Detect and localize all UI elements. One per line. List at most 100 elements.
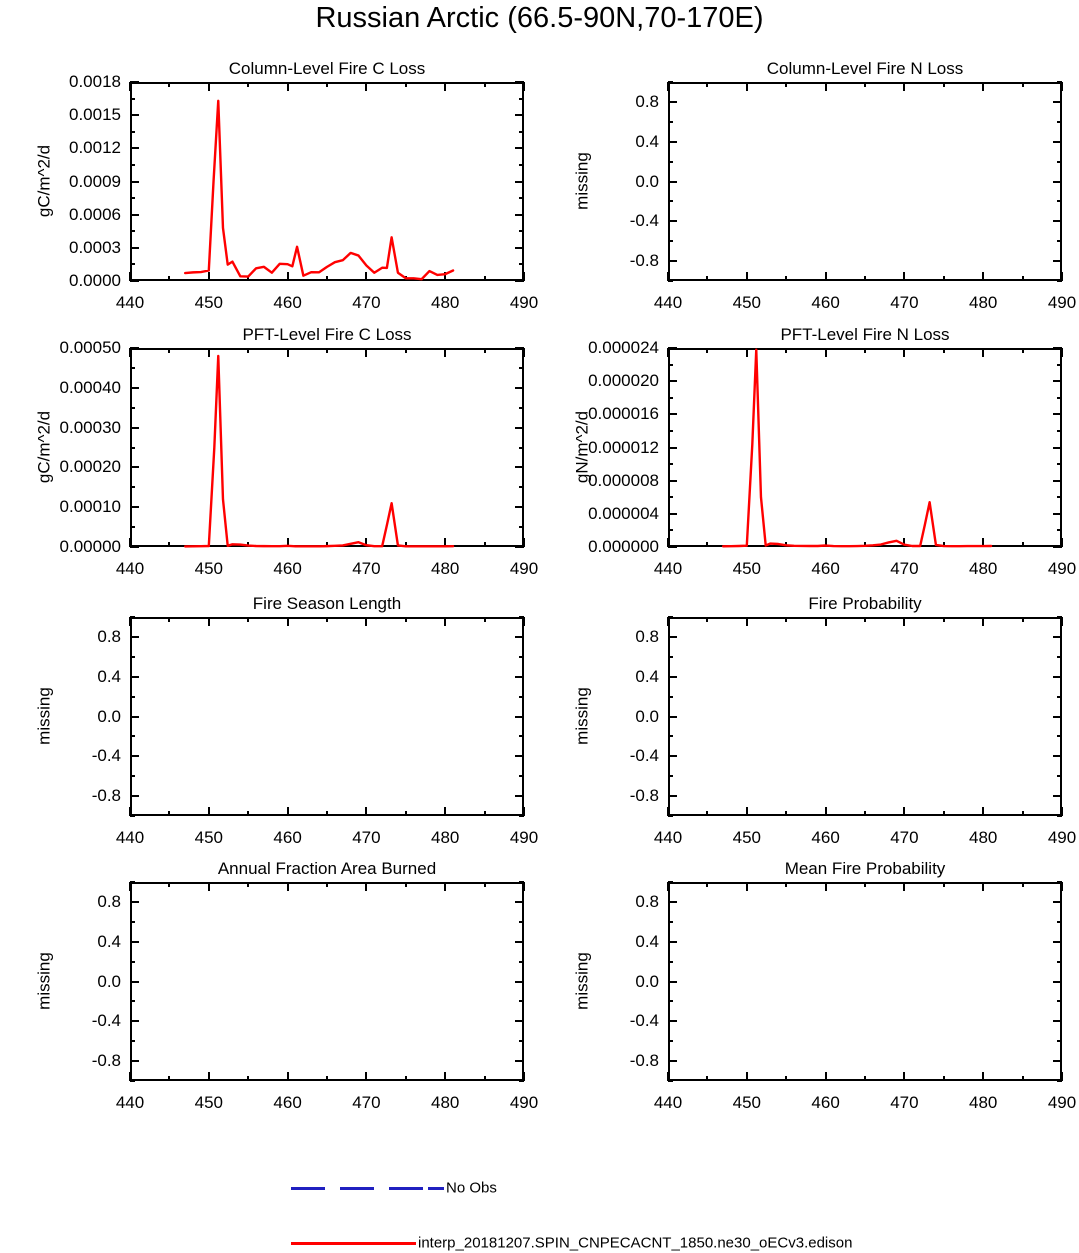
x-tick-label-mean-fire-probability: 490 — [1047, 1093, 1077, 1112]
x-tick-column-level-fire-n-loss — [706, 82, 709, 87]
x-tick-pft-level-fire-c-loss — [168, 348, 171, 353]
y-tick-column-level-fire-c-loss — [519, 130, 524, 133]
y-tick-label-column-level-fire-n-loss: 0.8 — [635, 91, 659, 111]
y-tick-column-level-fire-c-loss — [130, 280, 139, 282]
x-tick-column-level-fire-c-loss — [207, 272, 210, 281]
y-tick-label-column-level-fire-c-loss: 0.0000 — [69, 271, 121, 290]
x-tick-label-fire-probability: 490 — [1047, 828, 1077, 847]
x-tick-label-pft-level-fire-c-loss: 490 — [509, 559, 539, 578]
y-tick-label-annual-fraction-area-burned: -0.8 — [91, 1051, 121, 1071]
y-tick-fire-season-length — [130, 616, 135, 619]
x-tick-column-level-fire-n-loss — [1021, 82, 1024, 87]
x-tick-annual-fraction-area-burned — [129, 1072, 131, 1081]
y-tick-column-level-fire-c-loss — [519, 97, 524, 100]
y-tick-column-level-fire-n-loss — [1053, 220, 1062, 223]
x-tick-fire-probability — [667, 807, 669, 816]
x-tick-fire-probability — [1061, 617, 1063, 626]
x-tick-pft-level-fire-n-loss — [667, 538, 669, 547]
x-tick-column-level-fire-n-loss — [982, 272, 985, 281]
y-tick-mean-fire-probability — [1057, 1080, 1062, 1082]
y-tick-annual-fraction-area-burned — [130, 920, 135, 923]
y-tick-label-fire-probability: 0.8 — [635, 626, 659, 646]
panel-title-column-level-fire-n-loss: Column-Level Fire N Loss — [766, 59, 964, 78]
x-tick-annual-fraction-area-burned — [444, 882, 447, 891]
y-tick-pft-level-fire-c-loss — [130, 426, 139, 429]
y-tick-label-column-level-fire-c-loss: 0.0003 — [69, 237, 121, 257]
y-tick-label-fire-season-length: 0.0 — [97, 706, 121, 726]
y-tick-column-level-fire-c-loss — [130, 81, 139, 84]
y-tick-fire-probability — [668, 675, 677, 678]
y-tick-pft-level-fire-c-loss — [130, 446, 135, 449]
x-tick-pft-level-fire-n-loss — [706, 542, 709, 547]
y-tick-mean-fire-probability — [1057, 920, 1062, 923]
y-tick-label-mean-fire-probability: -0.8 — [629, 1051, 659, 1071]
y-tick-mean-fire-probability — [668, 960, 673, 963]
y-tick-mean-fire-probability — [668, 881, 673, 884]
y-tick-mean-fire-probability — [668, 900, 677, 903]
x-tick-pft-level-fire-c-loss — [444, 348, 447, 357]
y-tick-mean-fire-probability — [668, 940, 677, 943]
x-tick-column-level-fire-n-loss — [942, 82, 945, 87]
x-tick-fire-probability — [785, 811, 788, 816]
x-tick-pft-level-fire-n-loss — [982, 348, 985, 357]
x-tick-pft-level-fire-c-loss — [483, 348, 486, 353]
y-tick-fire-probability — [1057, 775, 1062, 778]
y-tick-pft-level-fire-n-loss — [668, 446, 677, 449]
plot-frame-fire-probability — [668, 617, 1062, 816]
y-tick-label-column-level-fire-c-loss: 0.0006 — [69, 204, 121, 224]
x-tick-pft-level-fire-c-loss — [286, 348, 289, 357]
x-tick-pft-level-fire-c-loss — [365, 538, 368, 547]
x-tick-column-level-fire-c-loss — [404, 82, 407, 87]
x-tick-pft-level-fire-c-loss — [444, 538, 447, 547]
y-tick-label-pft-level-fire-n-loss: 0.000012 — [588, 437, 659, 457]
x-tick-pft-level-fire-n-loss — [982, 538, 985, 547]
y-tick-label-pft-level-fire-c-loss: 0.00020 — [59, 457, 121, 477]
y-tick-annual-fraction-area-burned — [130, 980, 139, 983]
x-tick-column-level-fire-n-loss — [1021, 276, 1024, 281]
x-tick-column-level-fire-n-loss — [982, 82, 985, 91]
x-tick-fire-probability — [1021, 811, 1024, 816]
x-tick-label-mean-fire-probability: 460 — [811, 1093, 840, 1112]
x-tick-label-pft-level-fire-c-loss: 450 — [194, 559, 223, 578]
series-line-column-level-fire-c-loss — [183, 99, 455, 281]
y-tick-column-level-fire-n-loss — [1053, 180, 1062, 183]
y-tick-column-level-fire-c-loss — [515, 114, 524, 117]
y-tick-column-level-fire-n-loss — [1057, 160, 1062, 163]
x-tick-column-level-fire-n-loss — [942, 276, 945, 281]
y-tick-fire-season-length — [130, 715, 139, 718]
panel-pft-level-fire-c-loss: PFT-Level Fire C Loss 0.00000 0.00010 0.000… — [34, 325, 538, 578]
x-tick-fire-season-length — [286, 617, 289, 626]
y-tick-fire-season-length — [130, 695, 135, 698]
x-tick-mean-fire-probability — [903, 1072, 906, 1081]
y-tick-column-level-fire-n-loss — [668, 220, 677, 223]
x-tick-pft-level-fire-c-loss — [247, 348, 250, 353]
x-tick-pft-level-fire-c-loss — [286, 538, 289, 547]
y-tick-fire-season-length — [515, 795, 524, 798]
x-tick-column-level-fire-n-loss — [785, 82, 788, 87]
x-tick-label-pft-level-fire-c-loss: 460 — [273, 559, 302, 578]
plot-frame-column-level-fire-n-loss — [668, 82, 1062, 281]
x-tick-column-level-fire-c-loss — [326, 276, 328, 281]
y-tick-pft-level-fire-n-loss — [668, 479, 677, 482]
y-tick-fire-season-length — [515, 675, 524, 678]
x-tick-label-fire-season-length: 460 — [273, 828, 302, 847]
y-tick-label-pft-level-fire-n-loss: 0.000004 — [588, 503, 659, 523]
y-tick-label-mean-fire-probability: 0.8 — [635, 891, 659, 911]
x-tick-column-level-fire-c-loss — [365, 272, 368, 281]
x-tick-label-fire-season-length: 470 — [352, 828, 381, 847]
x-tick-label-annual-fraction-area-burned: 450 — [194, 1093, 223, 1112]
x-tick-annual-fraction-area-burned — [129, 882, 131, 891]
x-tick-pft-level-fire-n-loss — [667, 348, 669, 357]
x-tick-label-fire-season-length: 490 — [509, 828, 539, 847]
x-tick-fire-probability — [667, 617, 669, 626]
y-tick-column-level-fire-n-loss — [1057, 200, 1062, 203]
x-tick-annual-fraction-area-burned — [207, 1072, 210, 1081]
y-tick-label-column-level-fire-c-loss: 0.0009 — [69, 171, 121, 191]
y-tick-pft-level-fire-n-loss — [1057, 496, 1062, 499]
y-tick-column-level-fire-n-loss — [668, 160, 673, 163]
y-tick-annual-fraction-area-burned — [515, 1060, 524, 1063]
x-tick-label-annual-fraction-area-burned: 440 — [115, 1093, 145, 1112]
y-tick-pft-level-fire-n-loss — [1053, 512, 1062, 515]
y-tick-label-pft-level-fire-n-loss: 0.000000 — [588, 537, 659, 556]
